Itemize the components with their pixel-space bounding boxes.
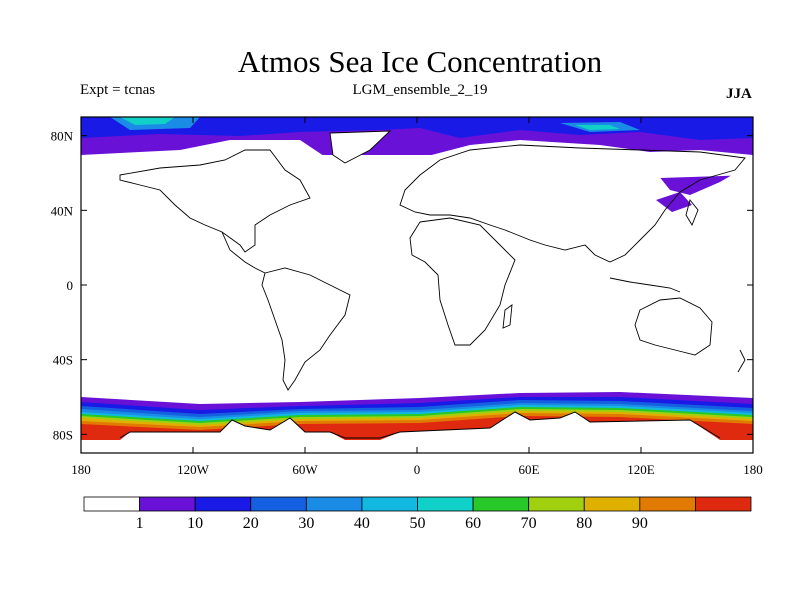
colorbar-swatch-11 xyxy=(695,496,752,512)
antarctic-coastline xyxy=(119,411,721,439)
colorbar-swatch-9 xyxy=(583,496,641,512)
colorbar-swatch-6 xyxy=(417,496,474,512)
lon-tick-label: 180 xyxy=(71,462,91,477)
colorbar-label: 30 xyxy=(298,515,314,532)
south-america-coast xyxy=(261,267,351,391)
colorbar-label: 10 xyxy=(187,515,203,532)
colorbar-label: 80 xyxy=(576,515,592,532)
colorbar-swatch-0 xyxy=(83,496,140,512)
colorbar-label: 50 xyxy=(410,515,426,532)
greenland-white xyxy=(330,131,390,163)
lon-tick-label: 60E xyxy=(519,462,540,477)
lat-tick-label: 40N xyxy=(51,203,74,218)
run-label: LGM_ensemble_2_19 xyxy=(352,82,488,98)
colorbar-label: 20 xyxy=(243,515,259,532)
north-america-coast xyxy=(119,149,311,253)
central-america-coast xyxy=(221,231,266,274)
antarctica-white xyxy=(81,412,753,453)
indonesia-coast xyxy=(609,277,681,293)
okhotsk-ice xyxy=(656,166,744,212)
colorbar-swatch-2 xyxy=(194,496,252,512)
colorbar-label: 1 xyxy=(136,515,144,532)
lat-tick-label: 80N xyxy=(51,129,74,144)
coastlines xyxy=(119,130,746,391)
lon-tick-label: 120W xyxy=(177,462,210,477)
colorbar: 1 10 20 30 40 50 60 70 80 90 xyxy=(83,496,752,532)
colorbar-label: 60 xyxy=(465,515,481,532)
new-zealand-coast xyxy=(737,349,746,373)
experiment-label: Expt = tcnas xyxy=(80,82,156,98)
greenland-coast xyxy=(329,130,392,164)
colorbar-label: 90 xyxy=(632,515,648,532)
colorbar-swatch-4 xyxy=(305,496,363,512)
north-land-white xyxy=(81,140,753,200)
season-label: JJA xyxy=(726,86,752,102)
arctic-sea-ice xyxy=(81,117,753,212)
colorbar-swatch-5 xyxy=(361,496,418,512)
colorbar-swatch-1 xyxy=(139,496,196,512)
colorbar-label: 70 xyxy=(521,515,537,532)
japan-coast xyxy=(685,199,699,227)
colorbar-swatch-3 xyxy=(250,496,307,512)
longitude-axis: 180 120W 60W 0 60E 120E 180 xyxy=(71,117,763,477)
lat-tick-label: 80S xyxy=(53,427,73,442)
colorbar-swatch-8 xyxy=(528,496,585,512)
colorbar-label: 40 xyxy=(354,515,370,532)
arctic-ice-cyan xyxy=(120,117,620,130)
madagascar-coast xyxy=(502,304,513,329)
colorbar-swatch-7 xyxy=(472,496,530,512)
lon-tick-label: 0 xyxy=(414,462,421,477)
africa-coast xyxy=(409,217,516,346)
colorbar-swatch-10 xyxy=(639,496,696,512)
antarctic-sea-ice xyxy=(81,392,753,453)
lon-tick-label: 120E xyxy=(627,462,655,477)
lon-tick-label: 180 xyxy=(743,462,763,477)
latitude-axis: 80N 40N 0 40S 80S xyxy=(51,129,753,442)
eurasia-coast xyxy=(399,144,746,263)
australia-coast xyxy=(634,297,713,356)
chart-title: Atmos Sea Ice Concentration xyxy=(237,44,603,79)
lon-tick-label: 60W xyxy=(292,462,318,477)
lat-tick-label: 0 xyxy=(67,278,74,293)
lat-tick-label: 40S xyxy=(53,353,73,368)
